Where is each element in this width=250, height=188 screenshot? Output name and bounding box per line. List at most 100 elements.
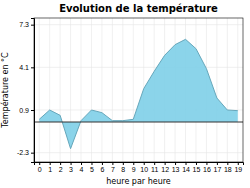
x-tick: 3 <box>69 162 73 173</box>
area <box>39 39 238 148</box>
grid <box>34 18 243 162</box>
x-tick-mark <box>165 162 166 165</box>
x-tick-label: 5 <box>90 166 94 173</box>
x-tick-mark <box>102 162 103 165</box>
y-axis: -2.3 0.9 4.1 7.3 <box>17 19 35 163</box>
plot: 012345678910111213141516171819-2.30.94.1… <box>17 18 244 173</box>
x-tick-label: 2 <box>59 166 63 173</box>
frame <box>34 18 243 162</box>
x-tick: 11 <box>151 162 158 173</box>
x-tick-label: 6 <box>100 166 104 173</box>
grid-line-y <box>34 24 243 25</box>
x-tick: 9 <box>132 162 136 173</box>
y-axis-line <box>31 19 35 163</box>
x-tick-label: 16 <box>203 166 211 173</box>
grid-line-x <box>122 18 123 162</box>
x-tick-label: 7 <box>111 166 115 173</box>
x-tick-mark <box>71 162 72 165</box>
x-tick: 19 <box>234 162 242 173</box>
x-tick-mark <box>238 162 239 165</box>
x-tick: 6 <box>100 162 104 173</box>
x-tick-mark <box>112 162 113 165</box>
x-tick-label: 1 <box>48 166 52 173</box>
x-tick: 2 <box>59 162 63 173</box>
x-tick: 17 <box>213 162 221 173</box>
x-tick-mark <box>154 162 155 165</box>
x-tick-label: 13 <box>172 166 180 173</box>
grid-line-x <box>81 18 82 162</box>
x-tick: 1 <box>48 162 52 173</box>
x-tick-label: 0 <box>38 166 42 173</box>
x-tick: 7 <box>111 162 115 173</box>
y-tick-label: 0.9 <box>19 107 29 114</box>
grid-line-x <box>49 18 50 162</box>
x-tick: 0 <box>38 162 42 173</box>
marks <box>39 39 238 148</box>
y-tick-label: 7.3 <box>19 21 29 28</box>
y-tick: 4.1 <box>19 64 34 71</box>
grid-line-x <box>60 18 61 162</box>
x-tick-label: 9 <box>132 166 136 173</box>
x-tick-mark <box>123 162 124 165</box>
x-tick-label: 8 <box>121 166 125 173</box>
y-tick-label: 4.1 <box>19 64 29 71</box>
title: Evolution de la température <box>59 3 218 14</box>
x-tick-mark <box>186 162 187 165</box>
x-tick-mark <box>144 162 145 165</box>
x-tick: 5 <box>90 162 94 173</box>
grid-line-x <box>112 18 113 162</box>
x-tick-mark <box>217 162 218 165</box>
x-tick-mark <box>39 162 40 165</box>
x-tick: 10 <box>140 162 148 173</box>
grid-line-x <box>133 18 134 162</box>
grid-line-x <box>237 18 238 162</box>
x-tick-label: 11 <box>151 166 158 173</box>
x-tick-label: 10 <box>140 166 148 173</box>
x-tick: 16 <box>203 162 211 173</box>
x-tick-mark <box>227 162 228 165</box>
x-tick-mark <box>60 162 61 165</box>
x-tick-label: 15 <box>193 166 201 173</box>
x-label: heure par heure <box>106 177 171 186</box>
x-axis-line <box>35 163 244 166</box>
x-tick: 18 <box>224 162 232 173</box>
x-tick: 8 <box>121 162 125 173</box>
grid-line-y <box>34 67 243 68</box>
grid-line-x <box>227 18 228 162</box>
y-tick-label: -2.3 <box>17 149 29 156</box>
x-tick-mark <box>175 162 176 165</box>
zero-line <box>34 122 243 123</box>
y-label: Température en °C <box>0 52 10 129</box>
y-tick-mark <box>31 153 34 154</box>
y-tick-mark <box>31 110 34 111</box>
x-axis: 012345678910111213141516171819 <box>35 162 244 173</box>
line <box>39 39 238 148</box>
x-tick-mark <box>50 162 51 165</box>
x-tick-mark <box>81 162 82 165</box>
grid-line-x <box>101 18 102 162</box>
x-tick-label: 17 <box>213 166 221 173</box>
x-tick: 14 <box>182 162 190 173</box>
x-tick-label: 19 <box>234 166 242 173</box>
y-tick-mark <box>31 67 34 68</box>
grid-line-x <box>216 18 217 162</box>
y-tick: -2.3 <box>17 149 34 156</box>
x-tick-label: 4 <box>80 166 84 173</box>
x-tick: 13 <box>172 162 180 173</box>
chart: 012345678910111213141516171819-2.30.94.1… <box>0 0 250 188</box>
x-tick-mark <box>91 162 92 165</box>
x-tick-mark <box>206 162 207 165</box>
grid-line-x <box>39 18 40 162</box>
x-tick: 4 <box>80 162 84 173</box>
x-tick-mark <box>196 162 197 165</box>
grid-line-x <box>91 18 92 162</box>
x-tick-label: 3 <box>69 166 73 173</box>
y-tick: 7.3 <box>19 21 34 28</box>
x-tick-label: 18 <box>224 166 232 173</box>
x-tick-mark <box>133 162 134 165</box>
x-tick: 15 <box>193 162 201 173</box>
x-tick-label: 14 <box>182 166 190 173</box>
y-tick-mark <box>31 25 34 26</box>
x-tick: 12 <box>161 162 169 173</box>
y-tick: 0.9 <box>19 107 34 114</box>
